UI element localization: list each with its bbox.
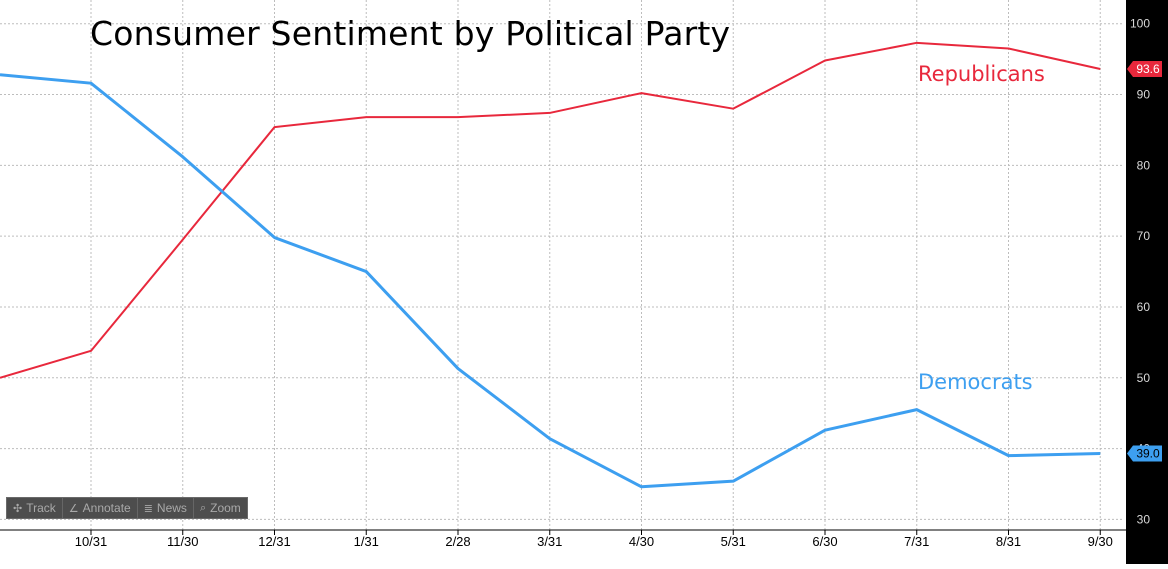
news-icon: ≣	[144, 502, 153, 515]
news-button[interactable]: ≣ News	[138, 498, 194, 518]
x-tick-label: 10/31	[75, 534, 108, 549]
x-tick-label: 4/30	[629, 534, 654, 549]
y-tick-label: 100	[1130, 17, 1150, 31]
series-label-democrats: Democrats	[918, 370, 1033, 394]
x-tick-label: 12/31	[258, 534, 291, 549]
pencil-icon: ∠	[69, 502, 79, 515]
zoom-label: Zoom	[210, 501, 241, 515]
series-label-republicans: Republicans	[918, 62, 1045, 86]
chart-title: Consumer Sentiment by Political Party	[90, 14, 730, 53]
last-value-label: 93.6	[1136, 62, 1160, 76]
track-button[interactable]: ✣ Track	[7, 498, 63, 518]
y-tick-label: 60	[1137, 300, 1151, 314]
x-tick-label: 6/30	[812, 534, 837, 549]
x-tick-label: 1/31	[354, 534, 379, 549]
y-tick-label: 30	[1137, 512, 1151, 526]
x-tick-label: 8/31	[996, 534, 1021, 549]
track-label: Track	[26, 501, 56, 515]
crosshair-icon: ✣	[13, 502, 22, 515]
y-axis-panel	[1126, 0, 1168, 564]
magnifier-icon: ⌕	[200, 501, 206, 515]
last-value-tag-democrats: 39.0	[1127, 446, 1162, 462]
last-value-label: 39.0	[1136, 447, 1160, 461]
x-tick-label: 11/30	[167, 534, 199, 549]
last-value-tag-republicans: 93.6	[1127, 61, 1162, 77]
x-tick-label: 9/30	[1088, 534, 1113, 549]
x-tick-label: 5/31	[721, 534, 746, 549]
zoom-button[interactable]: ⌕ Zoom	[194, 498, 247, 518]
y-tick-label: 80	[1137, 158, 1151, 172]
news-label: News	[157, 501, 187, 515]
chart-toolbar: ✣ Track ∠ Annotate ≣ News ⌕ Zoom	[6, 497, 248, 519]
annotate-label: Annotate	[83, 501, 131, 515]
x-tick-label: 3/31	[537, 534, 562, 549]
x-tick-label: 7/31	[904, 534, 929, 549]
y-tick-label: 70	[1137, 229, 1151, 243]
annotate-button[interactable]: ∠ Annotate	[63, 498, 138, 518]
y-tick-label: 50	[1137, 371, 1151, 385]
y-tick-label: 90	[1137, 88, 1151, 102]
x-tick-label: 2/28	[445, 534, 470, 549]
